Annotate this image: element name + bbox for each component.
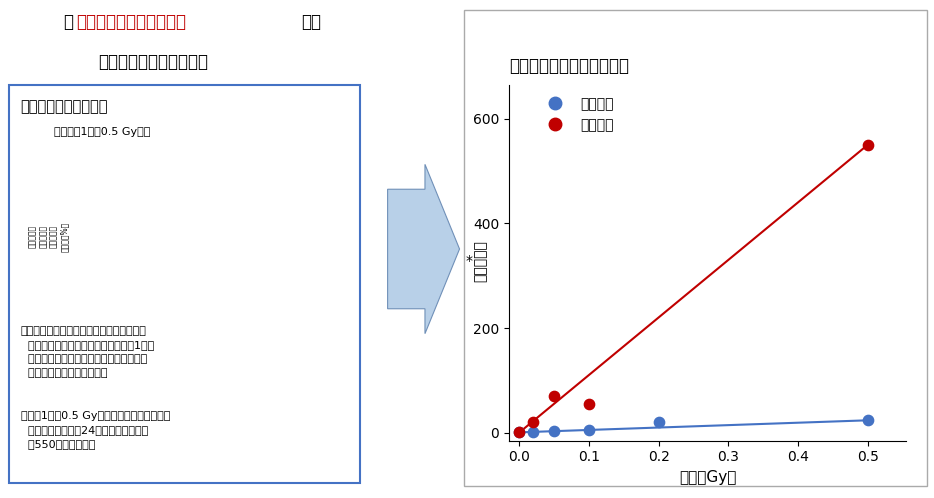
Text: 線量とハザード比との関係: 線量とハザード比との関係 <box>509 57 629 75</box>
Point <box>582 426 597 434</box>
Text: 「: 「 <box>64 13 74 31</box>
Text: ハザード比: ハザード比 <box>474 241 487 282</box>
Point <box>860 416 875 424</box>
Point <box>860 141 875 149</box>
X-axis label: 生存日数（日齢）: 生存日数（日齢） <box>178 336 228 346</box>
Text: 被ばくに起因する髄芽腫: 被ばくに起因する髄芽腫 <box>77 13 187 31</box>
Text: 指標にハザード比を計算: 指標にハザード比を計算 <box>98 53 208 71</box>
X-axis label: 線量（Gy）: 線量（Gy） <box>679 470 736 485</box>
Text: 」を: 」を <box>301 13 320 31</box>
Point <box>512 428 527 436</box>
Text: 被ばくに起
因した髄芽
腫のがんの
累積率（%）: 被ばくに起 因した髄芽 腫のがんの 累積率（%） <box>28 222 69 251</box>
Legend: ガンマ線, 中性子線, 非照射: ガンマ線, 中性子線, 非照射 <box>268 158 318 201</box>
Text: ・生後1日齢0.5 Gy被ばくの時、ハザード比
  はガンマ線では「24」、中性子線では
  「550」となった。: ・生後1日齢0.5 Gy被ばくの時、ハザード比 はガンマ線では「24」、中性子線… <box>21 411 170 449</box>
Point <box>546 392 561 400</box>
Text: ・発がんによる寿命（生存日数）と発がん
  率のグラフ結果を用いて、非照射を1とし
  た場合、照射をした時にどのくらいリス
  クが高くなるかを数値化。: ・発がんによる寿命（生存日数）と発がん 率のグラフ結果を用いて、非照射を1とし … <box>21 326 154 378</box>
Text: ハザード比の計算方法: ハザード比の計算方法 <box>21 100 108 115</box>
Legend: ガンマ線, 中性子線: ガンマ線, 中性子線 <box>536 92 619 137</box>
Point <box>546 427 561 435</box>
Text: 例：生後1日齢0.5 Gy照射: 例：生後1日齢0.5 Gy照射 <box>54 127 150 137</box>
Point <box>512 428 527 436</box>
Point <box>526 428 541 436</box>
Text: *: * <box>465 254 473 268</box>
Point <box>526 418 541 426</box>
Point <box>582 400 597 408</box>
Point <box>651 418 666 426</box>
